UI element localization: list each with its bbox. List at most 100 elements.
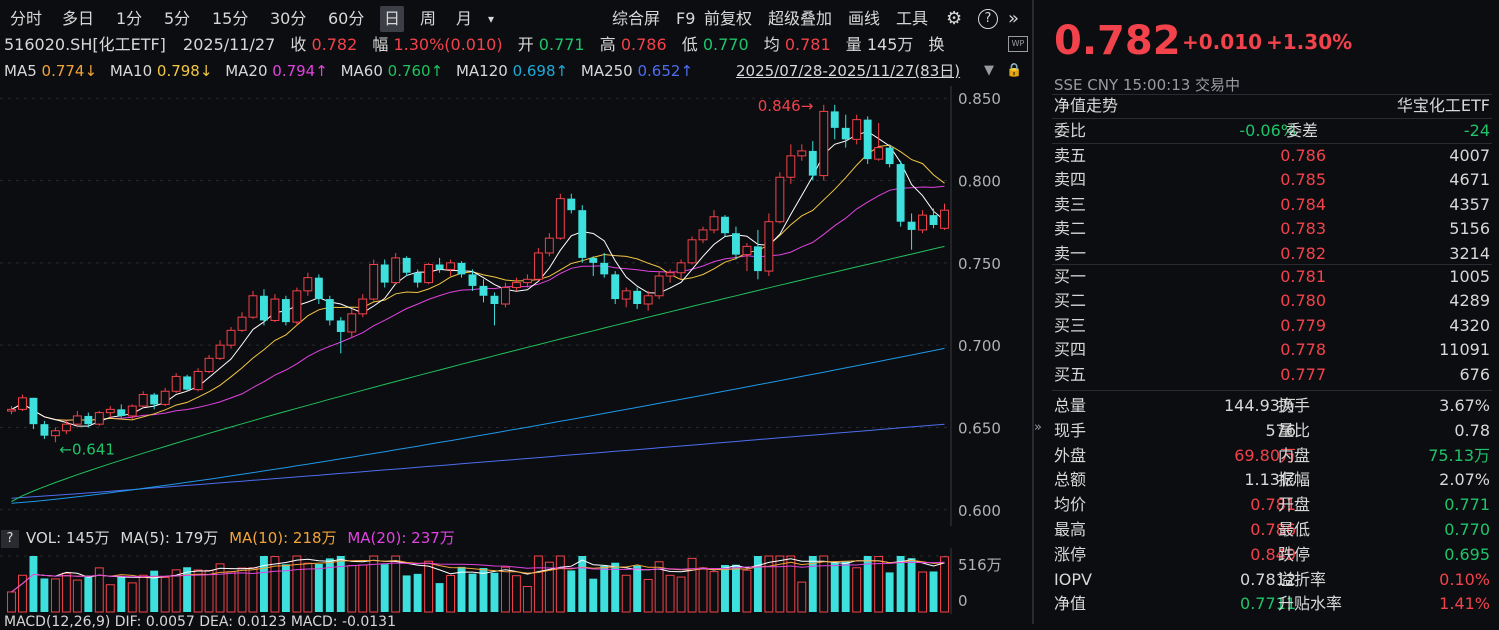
btn-f9[interactable]: F9 <box>676 9 696 28</box>
bid-volume: 4289 <box>1449 291 1490 311</box>
help-icon[interactable]: ? <box>978 9 998 29</box>
volume-legend: VOL: 145万 MA(5): 179万 MA(10): 218万 MA(20… <box>26 528 455 548</box>
vol-bar <box>237 567 247 613</box>
vol-bar <box>94 567 104 613</box>
nav-row[interactable]: 净值走势 华宝化工ETF <box>1054 94 1490 118</box>
vol-bar <box>885 572 894 612</box>
vol-bar <box>150 570 159 612</box>
macd-legend: MACD(12,26,9) DIF: 0.0057 DEA: 0.0123 MA… <box>4 614 396 630</box>
btn-tools[interactable]: 工具 <box>896 9 929 28</box>
stat-value: 576 <box>1265 420 1296 440</box>
gear-icon[interactable]: ⚙ <box>946 8 963 29</box>
tab-intraday[interactable]: 分时 <box>10 9 43 28</box>
stat-label: 量比 <box>1278 420 1311 440</box>
order-ratio-row: 委比 -0.06% 委差 -24 <box>1054 119 1490 143</box>
candle-body <box>555 198 565 239</box>
tab-multiday[interactable]: 多日 <box>62 9 95 28</box>
btn-overlay[interactable]: 超级叠加 <box>768 9 833 28</box>
candle-body <box>18 397 27 410</box>
candlestick-chart[interactable]: 0.850 0.800 0.750 0.700 0.650 0.600 0.846→ ←0.6… <box>0 86 1032 526</box>
range-dropdown-icon[interactable]: ▼ <box>984 63 994 78</box>
stat-value: 0.10% <box>1439 569 1490 589</box>
wp-icon[interactable]: WP <box>1008 36 1028 52</box>
candle-body <box>402 257 411 273</box>
vol-bar <box>325 558 334 612</box>
bid-row: 买五 0.777 676 <box>1054 363 1490 387</box>
btn-forward-adjust[interactable]: 前复权 <box>704 9 753 28</box>
tab-30min[interactable]: 30分 <box>270 9 307 28</box>
tab-weekly[interactable]: 周 <box>420 9 437 28</box>
vol-bar <box>500 566 510 613</box>
vol-bar <box>468 573 477 612</box>
nav-trend-label[interactable]: 净值走势 <box>1054 96 1119 115</box>
vol-bar <box>260 556 268 612</box>
stat-value: 0.78 <box>1454 420 1490 440</box>
vol-bar <box>929 571 938 612</box>
candle-body <box>105 408 115 414</box>
vol-bar <box>698 567 708 613</box>
vol-bar <box>391 555 401 613</box>
vol-ma20: MA(20): 237万 <box>347 529 455 547</box>
stat-label: 外盘 <box>1054 445 1087 465</box>
expand-chevron-icon[interactable]: » <box>1034 420 1042 435</box>
candle-body <box>841 127 850 140</box>
date-range[interactable]: 2025/07/28-2025/11/27(83日) <box>736 62 961 80</box>
vol-label: 量 <box>845 35 862 54</box>
tab-1min[interactable]: 1分 <box>116 9 143 28</box>
vol-ma10: MA(10): 218万 <box>229 529 337 547</box>
vol-bar <box>721 565 729 612</box>
vol-bar <box>940 556 949 613</box>
bid-price: 0.780 <box>1280 291 1326 311</box>
vol-bar <box>567 570 576 612</box>
tab-5min[interactable]: 5分 <box>164 9 191 28</box>
vol-bar <box>105 584 115 613</box>
ma20-line <box>11 185 945 421</box>
panel-divider[interactable] <box>1032 0 1034 624</box>
tab-60min[interactable]: 60分 <box>328 9 365 28</box>
stat-label: 净值 <box>1054 594 1087 614</box>
vol-bar <box>522 586 532 613</box>
tab-monthly[interactable]: 月 <box>456 9 473 28</box>
ask-volume: 4671 <box>1449 170 1490 190</box>
y-tick-label: 0.650 <box>958 419 1001 437</box>
tab-daily[interactable]: 日 <box>380 6 405 32</box>
lock-icon[interactable]: 🔒 <box>1006 63 1023 78</box>
candle-body <box>709 216 719 231</box>
bid-level-label: 买四 <box>1054 340 1087 360</box>
vol-bar <box>7 591 16 613</box>
ma60-label: MA60 <box>340 62 383 80</box>
stat-row: 涨停 0.849 跌停 0.695 <box>1054 543 1490 567</box>
vol-bar <box>204 569 214 613</box>
candle-body <box>117 409 126 416</box>
ask-volume: 4007 <box>1449 146 1490 165</box>
vol-bar <box>50 578 60 613</box>
y-tick-label: 0.600 <box>958 502 1001 520</box>
vol-current: VOL: 145万 <box>26 529 110 547</box>
candle-body <box>7 408 16 412</box>
vol-bar <box>413 573 422 612</box>
bid-volume: 11091 <box>1439 340 1490 360</box>
plot-bg <box>0 86 950 526</box>
turnover-label: 换 <box>928 35 945 54</box>
divider <box>1052 94 1492 95</box>
weicha-label: 委差 <box>1286 121 1319 140</box>
ask-level-label: 卖一 <box>1054 243 1087 263</box>
vol-bar <box>764 555 774 613</box>
candle-body <box>907 221 916 230</box>
btn-composite[interactable]: 综合屏 <box>612 9 661 28</box>
period-dropdown-icon[interactable]: ▾ <box>488 12 495 26</box>
stat-label: 开盘 <box>1278 495 1311 515</box>
collapse-chevron-icon[interactable]: » <box>1008 8 1020 29</box>
candle-body <box>391 257 401 284</box>
help-icon-vol[interactable]: ? <box>1 530 19 548</box>
vol-bar <box>830 562 839 612</box>
amp-value: 1.30%(0.010) <box>393 35 503 54</box>
btn-draw[interactable]: 画线 <box>848 9 881 28</box>
vol-bar <box>654 561 664 613</box>
avg-value: 0.781 <box>784 35 831 54</box>
stat-value: 0.786 <box>1250 520 1296 539</box>
volume-chart[interactable]: 516万 0 <box>0 548 1032 614</box>
tab-15min[interactable]: 15分 <box>212 9 249 28</box>
vol-bar <box>578 556 587 612</box>
vol-bar <box>314 563 323 612</box>
